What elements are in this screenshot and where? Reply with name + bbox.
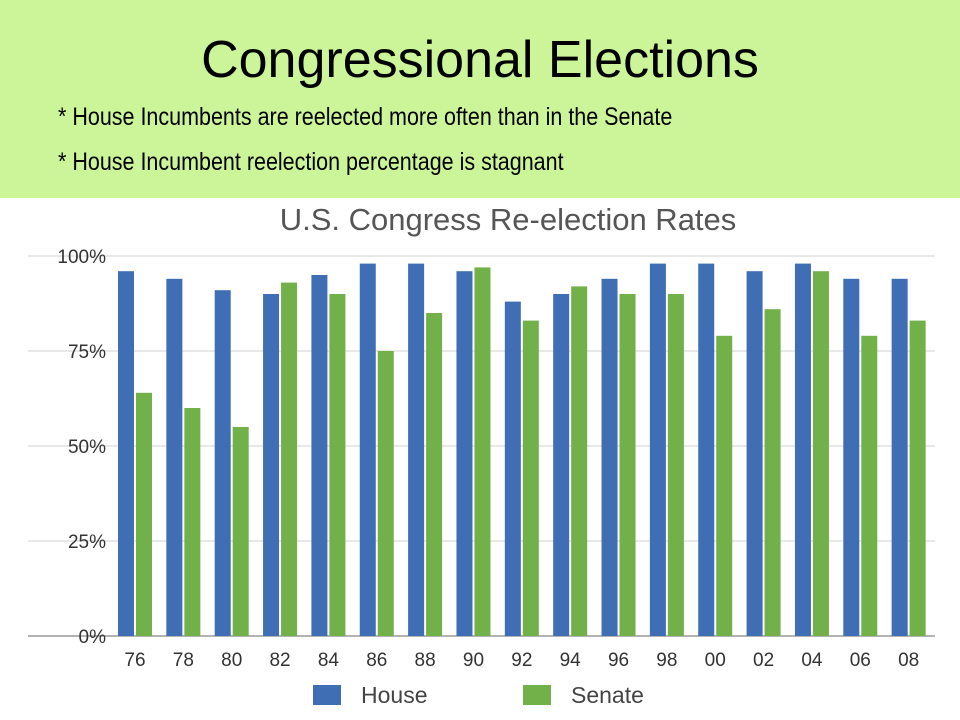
bar-senate-90 <box>474 267 491 636</box>
y-tick-label: 25% <box>68 532 106 553</box>
slide-header: Congressional Elections * House Incumben… <box>0 0 960 198</box>
bar-senate-76 <box>136 392 152 636</box>
x-tick-label: 00 <box>705 650 726 671</box>
chart-bars <box>118 263 926 636</box>
x-tick-label: 76 <box>124 650 145 671</box>
bar-house-78 <box>166 278 183 636</box>
bar-house-04 <box>794 263 811 636</box>
x-tick-label: 04 <box>801 650 823 671</box>
bar-senate-00 <box>716 335 733 636</box>
y-axis-ticks: 0% 25% 50% 75% 100% <box>57 247 106 648</box>
y-tick-label: 75% <box>68 342 106 363</box>
x-tick-label: 98 <box>656 650 677 671</box>
chart-legend: House Senate <box>313 682 644 708</box>
bar-senate-92 <box>522 320 539 636</box>
bar-senate-84 <box>329 294 346 636</box>
bar-house-06 <box>843 278 860 636</box>
legend-label-senate: Senate <box>571 682 644 708</box>
bar-senate-96 <box>619 294 636 636</box>
bar-senate-04 <box>812 271 829 636</box>
legend-swatch-senate <box>523 685 551 705</box>
chart-title: U.S. Congress Re-election Rates <box>280 202 737 237</box>
y-tick-label: 0% <box>79 627 107 648</box>
x-tick-label: 88 <box>415 650 436 671</box>
bar-senate-88 <box>426 313 443 636</box>
y-tick-label: 100% <box>57 247 106 268</box>
bar-house-08 <box>891 278 908 636</box>
bar-house-00 <box>698 263 715 636</box>
bar-senate-08 <box>909 320 926 636</box>
x-tick-label: 82 <box>269 650 290 671</box>
bar-senate-86 <box>377 351 394 636</box>
bar-house-02 <box>746 271 763 636</box>
bar-house-94 <box>553 294 570 636</box>
bar-senate-98 <box>667 294 684 636</box>
bar-house-88 <box>408 263 425 636</box>
x-tick-label: 94 <box>560 650 582 671</box>
bar-house-80 <box>214 290 231 636</box>
bar-senate-78 <box>184 408 201 636</box>
legend-label-house: House <box>361 682 427 708</box>
x-axis-ticks: 76 78 80 82 84 86 88 90 92 94 96 98 00 02 04 06 08 <box>124 650 919 671</box>
slide-title: Congressional Elections <box>201 31 759 89</box>
x-tick-label: 78 <box>173 650 194 671</box>
bullet-point: * House Incumbent reelection percentage … <box>58 148 564 176</box>
bar-house-92 <box>504 301 521 636</box>
bar-house-90 <box>456 271 473 636</box>
x-tick-label: 80 <box>221 650 242 671</box>
x-tick-label: 92 <box>511 650 532 671</box>
bar-house-96 <box>601 278 618 636</box>
bar-senate-82 <box>281 282 298 636</box>
bar-house-86 <box>359 263 376 636</box>
x-tick-label: 86 <box>366 650 387 671</box>
bar-senate-80 <box>232 427 249 636</box>
x-tick-label: 96 <box>608 650 629 671</box>
bar-house-76 <box>118 271 134 636</box>
x-tick-label: 08 <box>898 650 919 671</box>
bullet-point: * House Incumbents are reelected more of… <box>58 103 673 131</box>
x-tick-label: 02 <box>753 650 774 671</box>
bar-senate-06 <box>861 335 878 636</box>
bar-senate-94 <box>571 286 588 636</box>
x-tick-label: 84 <box>318 650 340 671</box>
bar-house-84 <box>311 275 328 636</box>
x-tick-label: 90 <box>463 650 484 671</box>
legend-swatch-house <box>313 685 341 705</box>
bar-senate-02 <box>764 309 781 636</box>
reelection-bar-chart: U.S. Congress Re-election Rates 0% 25% 50%… <box>28 202 935 708</box>
x-tick-label: 06 <box>850 650 871 671</box>
bar-house-82 <box>263 294 280 636</box>
bar-house-98 <box>649 263 666 636</box>
y-tick-label: 50% <box>68 437 106 458</box>
